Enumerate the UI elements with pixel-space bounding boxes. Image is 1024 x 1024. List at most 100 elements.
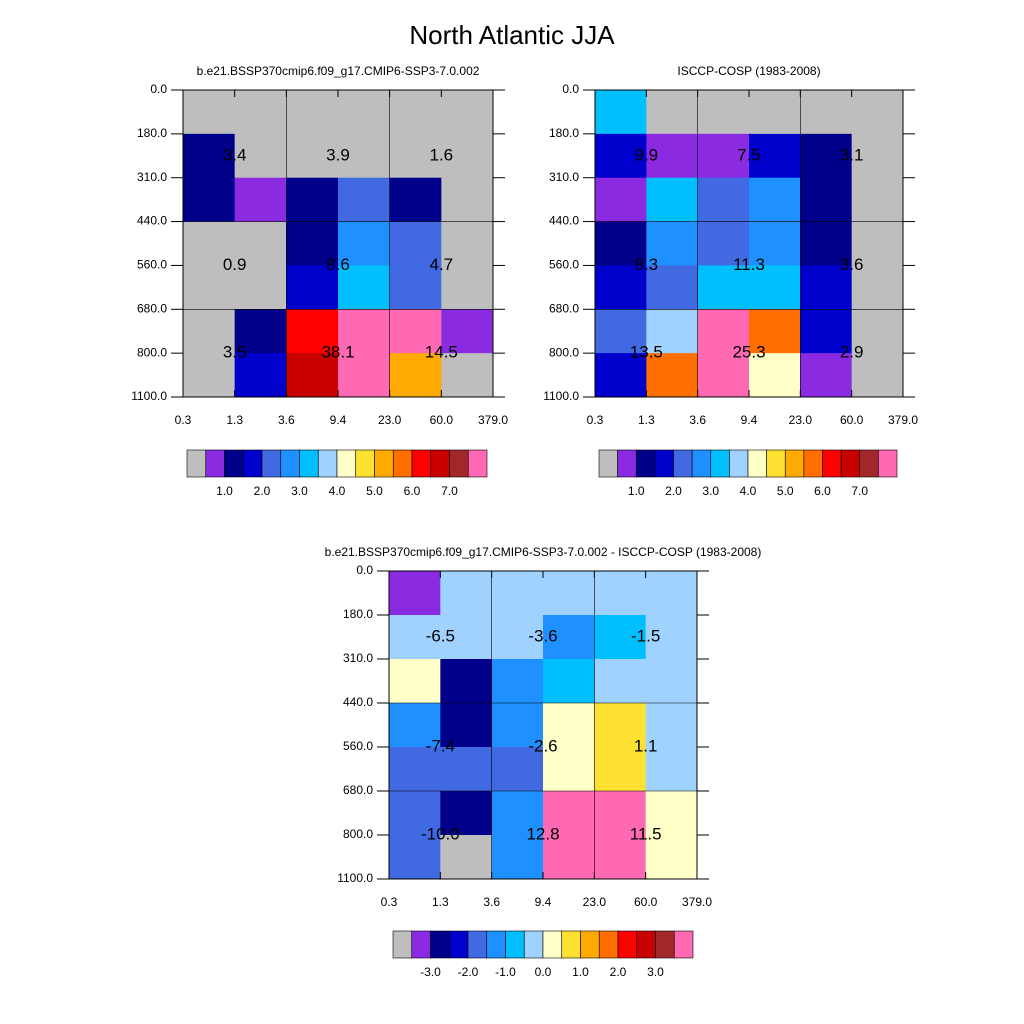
colorbar-box: [617, 930, 638, 959]
cell: [389, 309, 442, 354]
cell: [234, 309, 287, 354]
colorbar-label: 2.0: [254, 484, 271, 498]
cell: [645, 659, 698, 704]
cell: [491, 791, 544, 836]
colorbar-box: [542, 930, 563, 959]
cell: [543, 615, 595, 660]
cell: [594, 571, 647, 616]
colorbar-box: [224, 449, 244, 478]
cell: [491, 659, 544, 704]
colorbar-box: [747, 449, 767, 478]
colorbar-box: [784, 449, 805, 478]
cell: [286, 90, 339, 135]
cell: [851, 353, 904, 398]
colorbar-box: [336, 449, 357, 478]
cell: [389, 265, 442, 310]
cell: [183, 309, 236, 354]
cell: [543, 571, 595, 616]
colorbar-box: [766, 449, 786, 478]
cell: [286, 133, 339, 179]
colorbar-label: 4.0: [740, 484, 757, 498]
cell: [645, 615, 698, 660]
y-tick-label: 800.0: [343, 827, 373, 841]
cell: [389, 571, 441, 616]
cell: [286, 309, 339, 354]
panel-title: b.e21.BSSP370cmip6.f09_g17.CMIP6-SSP3-7.…: [197, 64, 480, 78]
cell: [749, 265, 801, 310]
block-value-label: 11.3: [733, 255, 765, 274]
block-value-label: 7.5: [737, 145, 761, 164]
colorbar-box: [673, 930, 694, 959]
block-value-label: 8.3: [635, 255, 659, 274]
colorbar-box: [411, 930, 431, 959]
cell: [441, 221, 494, 266]
colorbar-box: [822, 449, 842, 478]
cell: [286, 353, 339, 398]
cell: [646, 133, 699, 179]
cell: [595, 133, 647, 179]
cell: [749, 309, 801, 354]
x-tick-label: 0.3: [587, 413, 604, 427]
cell: [491, 615, 544, 660]
x-tick-label: 379.0: [682, 895, 712, 909]
colorbar-box: [523, 930, 544, 959]
cell: [645, 571, 698, 616]
colorbar-box: [355, 449, 375, 478]
cell: [389, 659, 441, 704]
colorbar-box: [430, 449, 450, 478]
cell: [441, 90, 494, 135]
cell: [851, 177, 904, 223]
y-tick-label: 180.0: [343, 607, 373, 621]
cell: [543, 659, 595, 704]
block-value-label: 1.6: [430, 145, 454, 164]
x-tick-label: 0.3: [381, 895, 398, 909]
cell: [441, 309, 494, 354]
block-value-label: 3.9: [326, 145, 350, 164]
block-value-label: -10.0: [421, 824, 460, 843]
colorbar-box: [710, 449, 730, 478]
colorbar-box: [803, 449, 823, 478]
cell: [697, 265, 750, 310]
cell: [749, 221, 801, 266]
cell: [440, 571, 493, 616]
colorbar-label: 5.0: [777, 484, 794, 498]
cell: [389, 615, 441, 660]
colorbar-label: 0.0: [535, 965, 552, 979]
cell: [697, 353, 750, 398]
cell: [800, 177, 853, 223]
cell: [697, 90, 750, 135]
colorbar-box: [561, 930, 581, 959]
cell: [389, 835, 441, 880]
cell: [338, 133, 391, 179]
x-tick-label: 23.0: [789, 413, 813, 427]
cell: [440, 835, 493, 880]
cell: [645, 703, 698, 748]
colorbar-box: [411, 449, 432, 478]
cell: [800, 265, 853, 310]
colorbar-box: [261, 449, 282, 478]
cell: [594, 703, 647, 748]
cell: [697, 309, 750, 354]
colorbar-box: [505, 930, 525, 959]
cell: [338, 265, 391, 310]
cell: [594, 747, 647, 792]
cell: [646, 90, 699, 135]
y-tick-label: 0.0: [562, 82, 579, 96]
cell: [389, 133, 442, 179]
x-tick-label: 9.4: [741, 413, 758, 427]
colorbar-label: 6.0: [814, 484, 831, 498]
cell: [440, 659, 493, 704]
colorbar-box: [598, 449, 618, 478]
cell: [183, 221, 236, 266]
cell: [338, 353, 391, 398]
cell: [338, 177, 391, 223]
colorbar-box: [635, 449, 656, 478]
cell: [749, 177, 801, 223]
colorbar-box: [242, 449, 263, 478]
colorbar-label: 5.0: [366, 484, 383, 498]
cell: [234, 177, 287, 223]
cell: [389, 747, 441, 792]
x-tick-label: 3.6: [278, 413, 295, 427]
x-tick-label: 0.3: [175, 413, 192, 427]
block-value-label: 25.3: [732, 343, 765, 362]
